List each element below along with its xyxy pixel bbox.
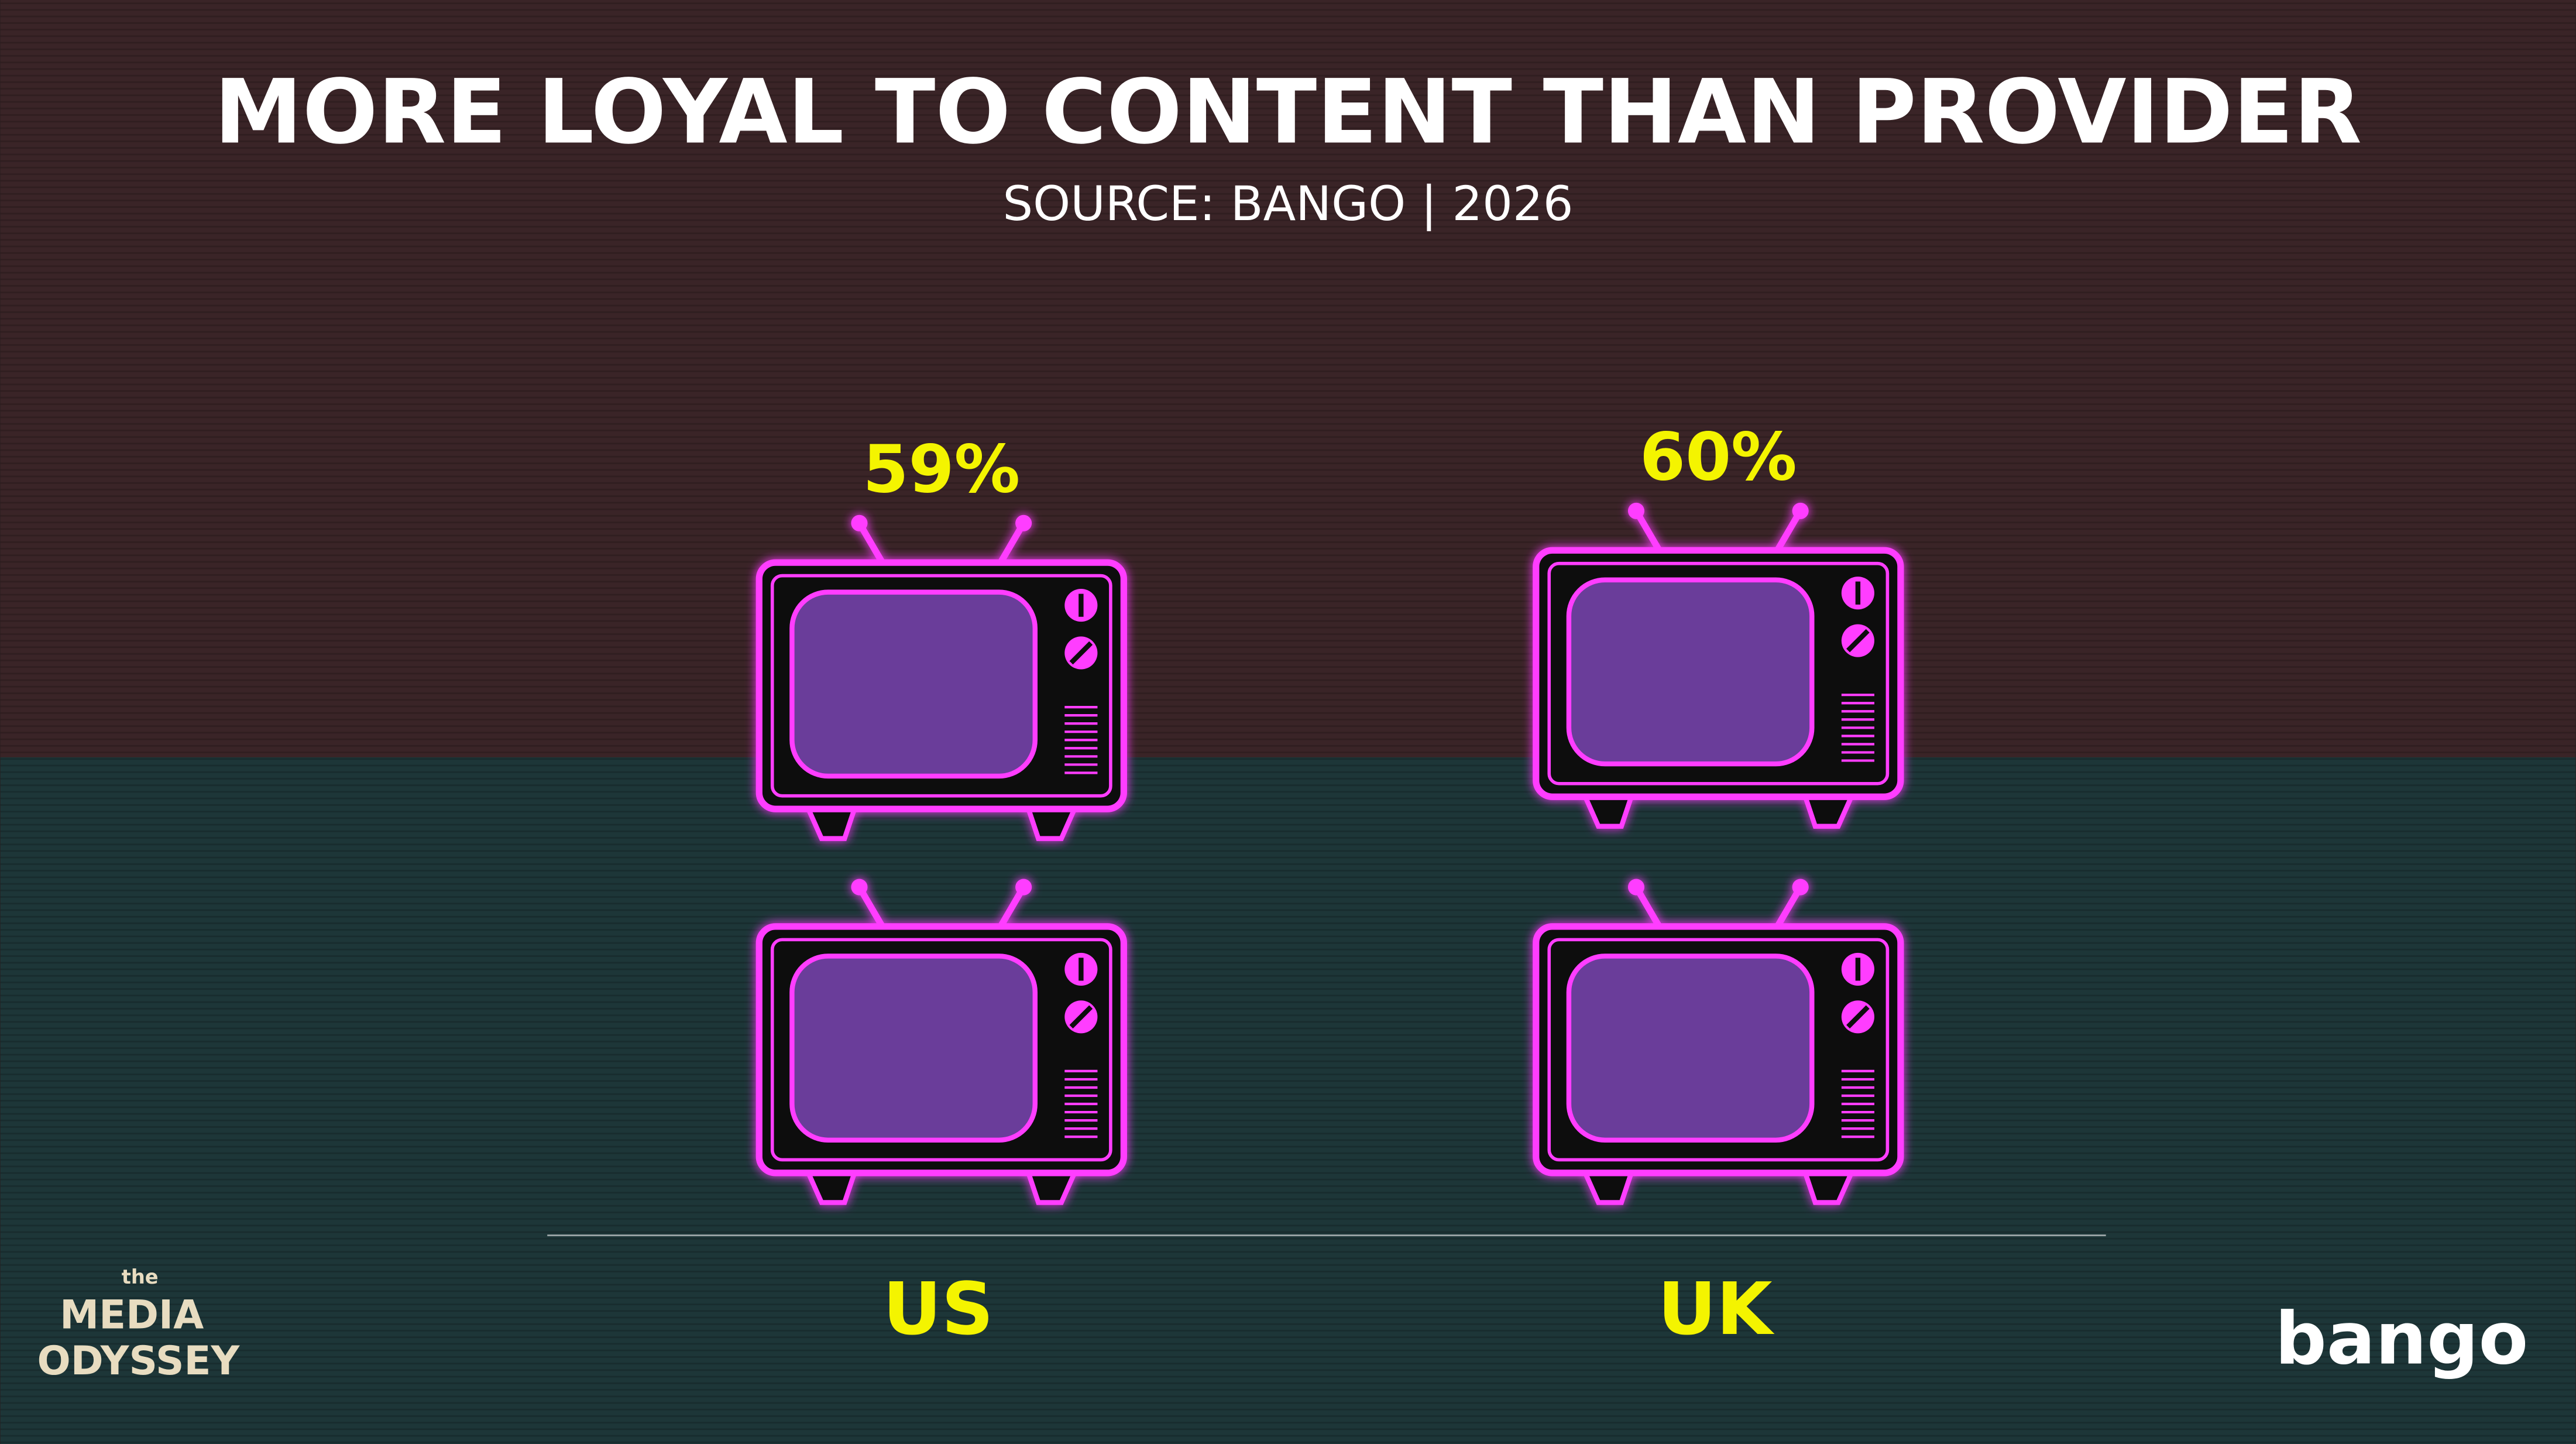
tv-knob-mark bbox=[1069, 1005, 1093, 1029]
tv-knob-mark bbox=[1069, 641, 1093, 665]
tv-screen bbox=[1566, 577, 1815, 767]
tv-inner bbox=[1547, 938, 1890, 1162]
logo-text: the bbox=[122, 1265, 159, 1288]
tv-knob-mark bbox=[1846, 1005, 1870, 1029]
tv-inner bbox=[770, 574, 1112, 798]
tv-antenna-tip bbox=[1792, 879, 1809, 896]
chart-subtitle: SOURCE: BANGO | 2026 bbox=[1002, 176, 1573, 232]
logo-text: MEDIA bbox=[60, 1291, 204, 1337]
tv-knob-mark bbox=[1846, 629, 1870, 653]
bar bbox=[755, 515, 1127, 1205]
tv-antenna-tip bbox=[1792, 502, 1809, 519]
chart-title: MORE LOYAL TO CONTENT THAN PROVIDER bbox=[214, 60, 2362, 164]
tv-antenna-tip bbox=[1627, 879, 1645, 896]
tv-antenna-tip bbox=[851, 879, 868, 896]
value-label: 59% bbox=[863, 431, 1020, 507]
logo-text: ODYSSEY bbox=[37, 1337, 240, 1384]
logo-text: bango bbox=[2275, 1296, 2528, 1381]
bar bbox=[1533, 502, 1904, 1205]
value-label: 60% bbox=[1640, 419, 1797, 495]
tv-antenna-tip bbox=[1015, 879, 1032, 896]
tv-screen bbox=[789, 953, 1038, 1143]
tv-antenna-tip bbox=[851, 515, 868, 531]
tv-screen bbox=[789, 589, 1038, 779]
x-tick-label: UK bbox=[1658, 1267, 1775, 1352]
tv-antenna-tip bbox=[1627, 502, 1645, 519]
tv-antenna-tip bbox=[1015, 515, 1032, 531]
tv-inner bbox=[770, 938, 1112, 1162]
tv-screen bbox=[1566, 953, 1815, 1143]
tv-inner bbox=[1547, 561, 1890, 786]
x-tick-label: US bbox=[883, 1267, 994, 1352]
